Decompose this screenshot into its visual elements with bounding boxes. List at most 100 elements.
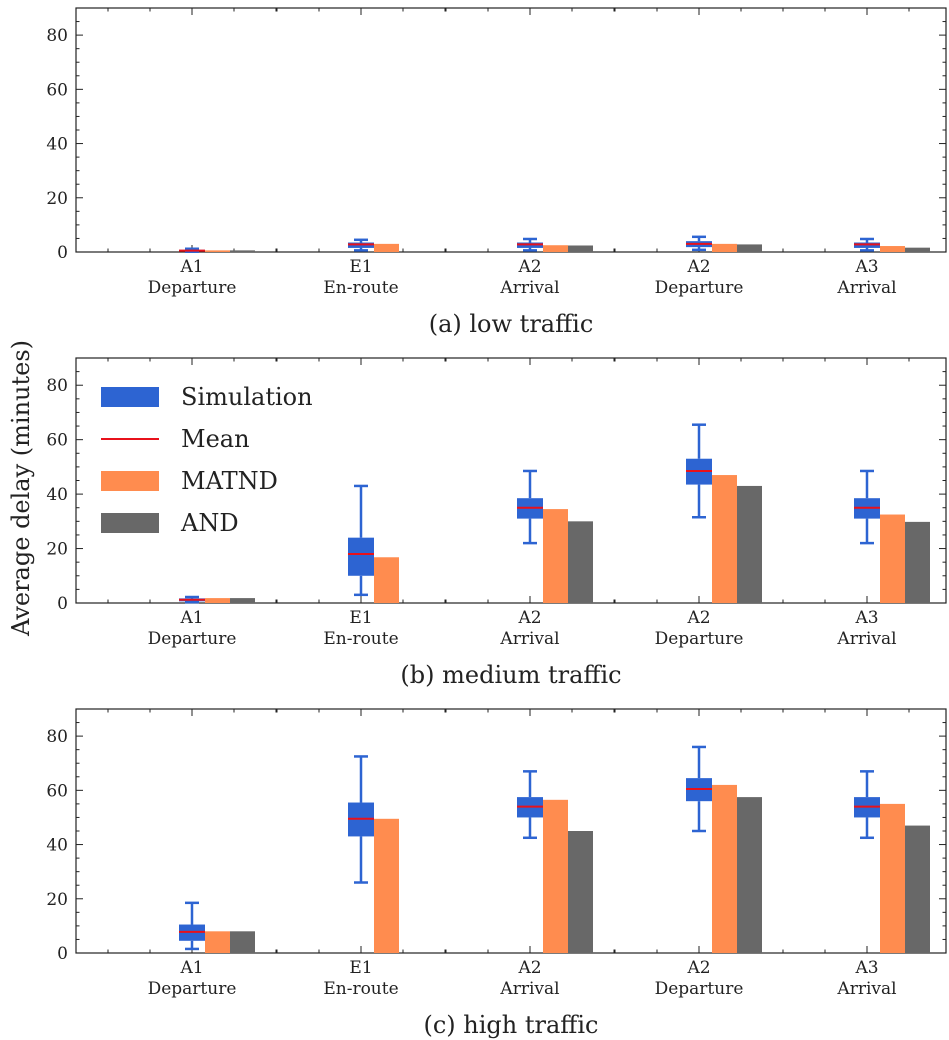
legend-label: AND <box>180 509 239 537</box>
legend-swatch <box>101 471 159 491</box>
category-label-line2: En-route <box>323 979 398 999</box>
matnd-bar <box>543 509 568 603</box>
category-label-line2: Arrival <box>499 278 559 298</box>
matnd-bar <box>880 803 905 953</box>
category-label-line2: Departure <box>655 278 744 298</box>
category-label-line2: Arrival <box>499 979 559 999</box>
simulation-box <box>854 770 880 840</box>
simulation-box <box>854 469 880 545</box>
simulation-box <box>179 901 205 951</box>
y-tick-label: 20 <box>46 540 68 560</box>
simulation-box <box>686 423 712 519</box>
simulation-box <box>517 469 543 545</box>
category-label-line2: Arrival <box>836 979 896 999</box>
simulation-box <box>854 237 880 252</box>
y-tick-label: 60 <box>46 80 68 100</box>
category-label-line2: Departure <box>148 979 237 999</box>
y-tick-label: 60 <box>46 431 68 451</box>
y-axis-label: Average delay (minutes) <box>7 340 35 637</box>
y-tick-label: 20 <box>46 890 68 910</box>
matnd-bar <box>712 784 737 953</box>
panel-caption: (b) medium traffic <box>400 661 621 689</box>
category-label-line1: A2 <box>686 958 710 978</box>
and-bar <box>568 831 593 953</box>
category-label-line2: Departure <box>655 629 744 649</box>
axes-frame <box>75 708 947 954</box>
category-label-line2: En-route <box>323 278 398 298</box>
category-label-line1: A2 <box>517 257 541 277</box>
and-bar <box>905 247 930 252</box>
matnd-bar <box>205 931 230 953</box>
category-label-line1: A1 <box>179 608 203 628</box>
matnd-bar <box>374 818 399 953</box>
y-tick-label: 80 <box>46 727 68 747</box>
simulation-box <box>348 755 374 884</box>
category-label-line1: E1 <box>349 958 372 978</box>
category-label-line2: En-route <box>323 629 398 649</box>
and-bar <box>568 245 593 252</box>
category-label-line1: A2 <box>686 257 710 277</box>
y-tick-label: 20 <box>46 189 68 209</box>
category-label-line2: Departure <box>148 278 237 298</box>
legend-item-simulation: Simulation <box>101 383 313 411</box>
y-tick-label: 80 <box>46 26 68 46</box>
y-tick-label: 0 <box>57 594 68 614</box>
category-label-line2: Departure <box>148 629 237 649</box>
legend-item-and: AND <box>101 509 239 537</box>
simulation-box <box>179 595 205 604</box>
and-bar <box>905 825 930 953</box>
category-label-line2: Arrival <box>499 629 559 649</box>
and-bar <box>737 244 762 252</box>
chart-panel-2: 020406080A1DepartureE1En-routeA2ArrivalA… <box>46 708 947 1039</box>
category-label-line1: E1 <box>349 257 372 277</box>
category-label-line1: A1 <box>179 958 203 978</box>
y-tick-label: 40 <box>46 485 68 505</box>
simulation-box <box>179 247 205 253</box>
y-tick-label: 0 <box>57 243 68 263</box>
simulation-box <box>686 235 712 252</box>
axes-frame <box>75 7 947 253</box>
simulation-box <box>517 237 543 252</box>
and-bar <box>737 485 762 603</box>
y-tick-label: 40 <box>46 836 68 856</box>
simulation-box <box>348 484 374 597</box>
box-iqr <box>348 537 374 576</box>
simulation-box <box>686 745 712 833</box>
matnd-bar <box>880 246 905 252</box>
y-tick-label: 60 <box>46 781 68 801</box>
matnd-bar <box>374 557 399 603</box>
y-tick-label: 0 <box>57 944 68 964</box>
and-bar <box>230 250 255 252</box>
legend: Simulation Mean MATND AND <box>101 383 313 537</box>
category-label-line1: A1 <box>179 257 203 277</box>
category-label-line2: Arrival <box>836 629 896 649</box>
y-tick-label: 40 <box>46 135 68 155</box>
legend-swatch <box>101 387 159 407</box>
legend-item-matnd: MATND <box>101 467 278 495</box>
and-bar <box>230 598 255 603</box>
and-bar <box>568 521 593 603</box>
matnd-bar <box>712 475 737 603</box>
matnd-bar <box>205 598 230 603</box>
category-label-line1: A2 <box>517 958 541 978</box>
and-bar <box>737 797 762 953</box>
simulation-box <box>517 770 543 840</box>
matnd-bar <box>374 243 399 252</box>
matnd-bar <box>880 514 905 603</box>
category-label-line2: Arrival <box>836 278 896 298</box>
legend-swatch <box>101 513 159 533</box>
category-label-line1: A3 <box>854 257 878 277</box>
legend-label: Mean <box>181 425 250 453</box>
chart-panel-1: 020406080A1DepartureE1En-routeA2ArrivalA… <box>46 357 947 689</box>
panel-caption: (a) low traffic <box>429 310 594 338</box>
matnd-bar <box>712 243 737 252</box>
legend-label: MATND <box>181 467 278 495</box>
chart-panel-0: 020406080A1DepartureE1En-routeA2ArrivalA… <box>46 7 947 338</box>
matnd-bar <box>205 250 230 252</box>
simulation-box <box>348 238 374 252</box>
and-bar <box>905 521 930 603</box>
category-label-line1: A3 <box>854 608 878 628</box>
matnd-bar <box>543 245 568 252</box>
and-bar <box>230 931 255 953</box>
